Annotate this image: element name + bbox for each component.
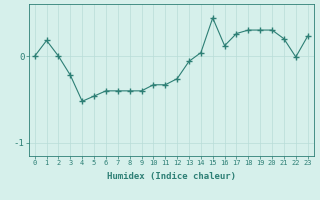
X-axis label: Humidex (Indice chaleur): Humidex (Indice chaleur) — [107, 172, 236, 181]
